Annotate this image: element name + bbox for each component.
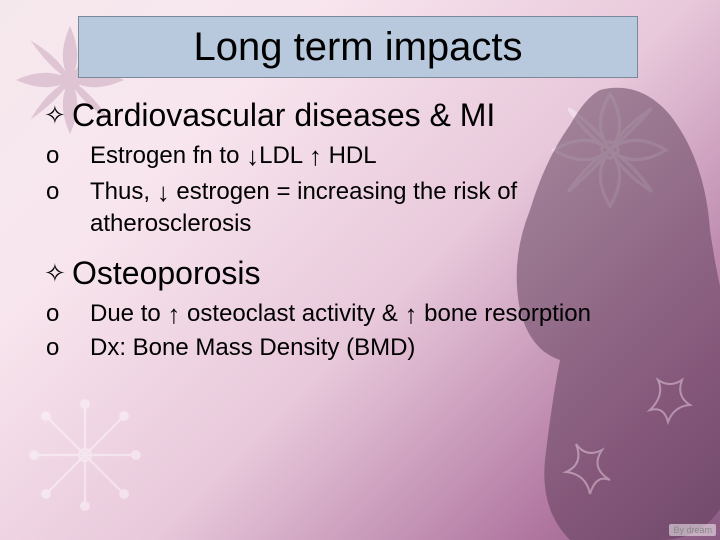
bullet-text: Dx: Bone Mass Density (BMD)	[90, 334, 415, 361]
sub-bullet: o Due to ↑ osteoclast activity & ↑ bone …	[90, 298, 684, 331]
heading-text: Cardiovascular diseases & MI	[72, 97, 495, 133]
content-area: ✧Cardiovascular diseases & MI o Estrogen…	[44, 96, 684, 366]
arrow-down-icon: ↓	[157, 177, 170, 207]
bullet-marker: o	[68, 177, 90, 208]
bullet-text: HDL	[322, 142, 377, 169]
slide-title: Long term impacts	[193, 25, 522, 70]
bullet-text: Due to	[90, 300, 167, 327]
heading-text: Osteoporosis	[72, 255, 261, 291]
bullet-marker: o	[68, 299, 90, 330]
bullet-marker: o	[68, 141, 90, 172]
arrow-up-icon: ↑	[309, 141, 322, 171]
flower-bottom-left	[10, 380, 160, 530]
diamond-bullet-icon: ✧	[44, 100, 72, 131]
sub-bullet: o Estrogen fn to ↓LDL ↑ HDL	[90, 140, 684, 173]
bullet-text: LDL	[259, 142, 309, 169]
watermark: By dream	[669, 524, 716, 536]
arrow-up-icon: ↑	[167, 299, 180, 329]
bullet-text: Thus,	[90, 178, 157, 205]
diamond-bullet-icon: ✧	[44, 258, 72, 289]
section-heading-osteo: ✧Osteoporosis	[44, 254, 684, 292]
arrow-down-icon: ↓	[246, 141, 259, 171]
bullet-text: osteoclast activity &	[180, 300, 404, 327]
bullet-text: bone resorption	[417, 300, 590, 327]
sub-bullet: o Thus, ↓ estrogen = increasing the risk…	[90, 176, 684, 240]
sub-bullet: o Dx: Bone Mass Density (BMD)	[90, 333, 684, 364]
bullet-text: Estrogen fn to	[90, 142, 246, 169]
section-heading-cardio: ✧Cardiovascular diseases & MI	[44, 96, 684, 134]
arrow-up-icon: ↑	[404, 299, 417, 329]
bullet-marker: o	[68, 333, 90, 364]
title-box: Long term impacts	[78, 16, 638, 78]
